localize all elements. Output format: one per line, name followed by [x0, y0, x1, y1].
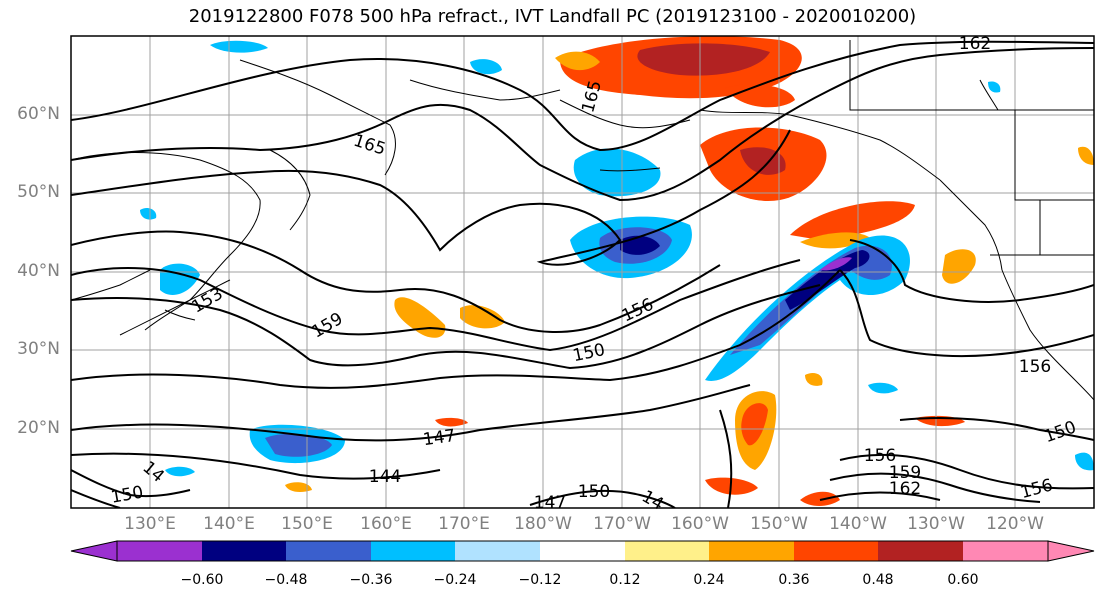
contour-165	[71, 47, 1094, 202]
contour-165-north	[71, 40, 1094, 152]
colorbar-segment	[286, 541, 371, 561]
contour-se-162	[819, 491, 941, 501]
lat-label-30n: 30°N	[17, 339, 60, 359]
colorbar	[70, 540, 1095, 562]
colorbar-segment	[794, 541, 878, 561]
colorbar-tick-label: −0.60	[180, 572, 224, 588]
lon-label: 140°W	[829, 514, 887, 534]
colorbar-segment	[371, 541, 455, 561]
negative-anomaly-small-4	[165, 466, 195, 477]
contour-sw-150	[71, 469, 191, 498]
coastlines	[71, 40, 1094, 401]
contour-label: 156	[1019, 357, 1051, 377]
lon-label: 160°E	[360, 514, 412, 534]
positive-anomaly-small-5	[1078, 146, 1094, 165]
negative-anomaly-small-6	[868, 382, 898, 394]
negative-anomaly-small-7	[140, 207, 157, 220]
colorbar-tick-label: 0.60	[947, 572, 979, 588]
contour-144	[71, 452, 441, 480]
contour-156	[71, 259, 801, 352]
contour-east-150	[899, 417, 1094, 441]
colorbar-tick-label: 0.24	[693, 572, 725, 588]
lon-label: 180°W	[514, 514, 572, 534]
contour-label: 144	[369, 467, 401, 487]
positive-anomaly-alaska-2	[725, 84, 795, 108]
positive-anomaly-small-4	[800, 491, 840, 506]
map-frame	[70, 35, 1095, 509]
negative-anomaly-band-deep	[785, 250, 870, 310]
colorbar-segment	[625, 541, 709, 561]
colorbar-segment	[540, 541, 625, 561]
colorbar-tick-label: 0.48	[862, 572, 894, 588]
negative-anomaly-small-8	[988, 81, 1001, 93]
positive-anomaly-gulf	[790, 201, 915, 240]
contour-label: 159	[889, 463, 921, 483]
colorbar-segment	[878, 541, 963, 561]
negative-anomaly-bering	[573, 148, 661, 197]
contour-label: 147	[534, 493, 566, 513]
contour-tropic-trough	[719, 409, 733, 508]
contour-label: 147	[422, 426, 457, 450]
contour-label: 162	[959, 34, 991, 54]
lat-label-40n: 40°N	[17, 261, 60, 281]
height-contours	[71, 40, 1094, 508]
lon-label: 130°E	[124, 514, 176, 534]
lon-label: 170°E	[438, 514, 490, 534]
positive-anomaly-tropical-core	[741, 403, 768, 446]
lon-label: 160°W	[671, 514, 729, 534]
contour-label: 162	[889, 479, 921, 499]
lon-label: 170°W	[593, 514, 651, 534]
contour-150	[71, 269, 841, 389]
contour-se-159	[829, 472, 1041, 503]
contour-label: 150	[578, 482, 610, 502]
colorbar-segment	[709, 541, 794, 561]
colorbar-tick-label: −0.36	[349, 572, 393, 588]
lon-label: 140°E	[203, 514, 255, 534]
contour-east-159	[849, 239, 1094, 303]
contour-east-156	[839, 269, 1094, 358]
contour-label: 156	[864, 446, 896, 466]
contour-se-156	[839, 453, 1094, 490]
colorbar-tick-label: −0.48	[264, 572, 308, 588]
figure-title: 2019122800 F078 500 hPa refract., IVT La…	[188, 6, 917, 27]
contour-159	[71, 230, 721, 333]
lon-label: 130°W	[907, 514, 965, 534]
contour-sw-147	[71, 489, 121, 508]
negative-anomaly-west-core	[265, 433, 332, 457]
lat-label-60n: 60°N	[17, 104, 60, 124]
lat-label-50n: 50°N	[17, 182, 60, 202]
positive-anomaly-small-1	[942, 249, 976, 284]
lon-label: 150°E	[281, 514, 333, 534]
contour-141	[529, 489, 676, 508]
colorbar-tick-label: −0.12	[518, 572, 562, 588]
negative-anomaly-small-1	[470, 59, 502, 75]
colorbar-tick-label: −0.24	[433, 572, 477, 588]
colorbar-segment	[117, 541, 202, 561]
contour-162	[71, 129, 791, 266]
colorbar-segment	[455, 541, 540, 561]
lon-label: 120°W	[986, 514, 1044, 534]
colorbar-segment	[202, 541, 286, 561]
graticule	[71, 36, 1094, 508]
positive-anomaly-small-7	[285, 482, 312, 493]
contour-147	[71, 384, 751, 442]
positive-anomaly-north-edge	[555, 51, 600, 71]
colorbar-tick-label: 0.36	[778, 572, 810, 588]
positive-anomaly-north-core	[637, 43, 770, 76]
negative-anomaly-small-5	[1075, 452, 1094, 471]
contour-153	[71, 284, 821, 370]
positive-anomaly-small-6	[805, 373, 823, 386]
colorbar-segment	[963, 541, 1048, 561]
lon-label: 150°W	[750, 514, 808, 534]
negative-anomaly-band-extreme	[820, 257, 852, 271]
colorbar-tick-label: 0.12	[609, 572, 641, 588]
contour-labels: 165 162 165 159 153 156 150 147 144 150 …	[109, 34, 1079, 515]
positive-anomaly-small-3	[435, 417, 468, 427]
negative-anomaly-small-2	[210, 40, 268, 53]
lat-label-20n: 20°N	[17, 418, 60, 438]
positive-anomaly-dateline-2	[460, 305, 505, 329]
